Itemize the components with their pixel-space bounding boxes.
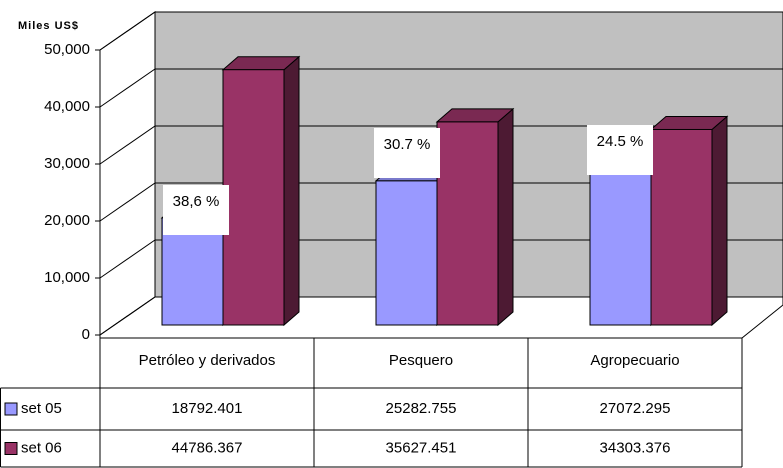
y-tick-label: 40,000 bbox=[44, 98, 90, 115]
table-value: 44786.367 bbox=[172, 439, 243, 456]
bar bbox=[375, 180, 438, 326]
annotation: 24.5 % bbox=[597, 133, 644, 150]
grid-line bbox=[99, 296, 783, 336]
bar bbox=[161, 217, 224, 326]
annotation: 38,6 % bbox=[173, 193, 220, 210]
annotation: 30.7 % bbox=[384, 136, 431, 153]
bar-side bbox=[283, 55, 300, 327]
bar-side bbox=[497, 107, 514, 327]
y-tick-label: 30,000 bbox=[44, 155, 90, 172]
bar bbox=[222, 69, 285, 326]
annotation-box bbox=[163, 185, 229, 235]
table-value: 25282.755 bbox=[386, 400, 457, 417]
y-tick-label: 50,000 bbox=[44, 41, 90, 58]
table-value: 27072.295 bbox=[600, 400, 671, 417]
bar bbox=[589, 170, 652, 326]
x-tick-label: Agropecuario bbox=[590, 352, 679, 369]
y-tick-label: 20,000 bbox=[44, 212, 90, 229]
grid-line bbox=[99, 182, 783, 222]
table-value: 18792.401 bbox=[172, 400, 243, 417]
legend-swatch bbox=[4, 442, 18, 455]
bar-side bbox=[711, 115, 728, 327]
legend-swatch bbox=[4, 402, 18, 416]
y-tick-label: 0 bbox=[82, 326, 90, 343]
grid-line bbox=[99, 239, 783, 279]
table-value: 35627.451 bbox=[386, 439, 457, 456]
x-tick-label: Pesquero bbox=[389, 352, 453, 369]
grid-line bbox=[99, 125, 783, 165]
y-tick-label: 10,000 bbox=[44, 269, 90, 286]
bar bbox=[650, 128, 713, 326]
bar bbox=[436, 121, 499, 326]
table-value: 34303.376 bbox=[600, 439, 671, 456]
legend-label: set 06 bbox=[21, 439, 62, 456]
x-tick-label: Petróleo y derivados bbox=[139, 352, 276, 369]
y-axis-label: Miles US$ bbox=[18, 20, 79, 32]
grid-line bbox=[99, 11, 783, 51]
legend-label: set 05 bbox=[21, 400, 62, 417]
annotation-box bbox=[374, 128, 440, 178]
side-wall bbox=[99, 11, 156, 336]
grid-line bbox=[99, 68, 783, 108]
annotation-box bbox=[587, 125, 653, 175]
